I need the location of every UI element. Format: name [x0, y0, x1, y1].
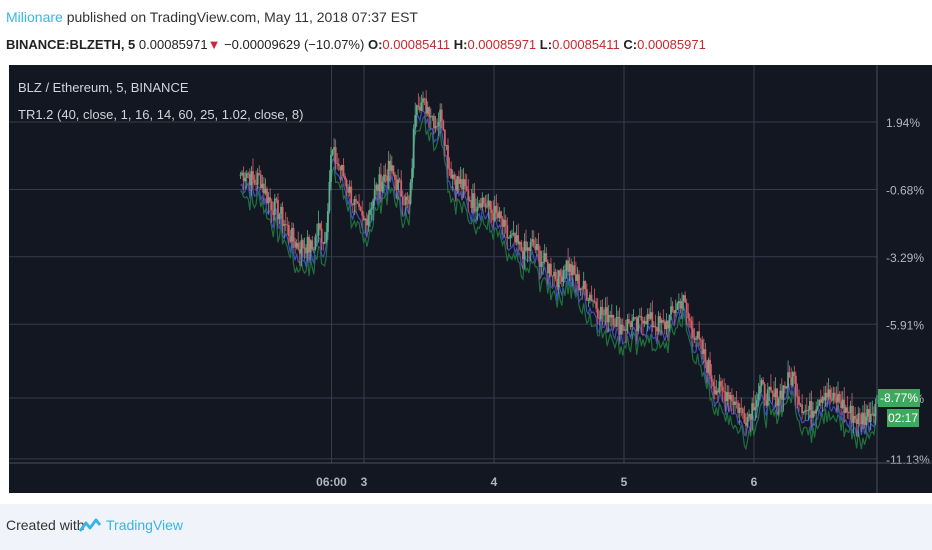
- chart-panel[interactable]: [9, 65, 932, 493]
- chart-title: BLZ / Ethereum, 5, BINANCE: [18, 80, 189, 95]
- close-value: 0.00085971: [637, 37, 706, 52]
- close-label: C:: [623, 37, 638, 52]
- low-label: L:: [539, 37, 553, 52]
- symbol-ohlc-line: BINANCE:BLZETH, 5 0.00085971▼ −0.0000962…: [6, 37, 706, 52]
- author-link[interactable]: Milionare: [6, 9, 63, 25]
- high-value: 0.00085971: [467, 37, 537, 52]
- tradingview-link[interactable]: TradingView: [106, 517, 184, 533]
- low-value: 0.00085411: [552, 37, 620, 52]
- published-text: published on TradingView.com, May 11, 20…: [62, 9, 418, 25]
- last-price: 0.00085971: [138, 37, 208, 52]
- open-value: 0.00085411: [382, 37, 451, 52]
- symbol-label: BINANCE:BLZETH, 5: [6, 37, 136, 52]
- footer: Created with TradingView: [0, 504, 932, 550]
- publish-info: Milionare published on TradingView.com, …: [6, 9, 418, 25]
- tradingview-logo-icon[interactable]: [78, 517, 102, 535]
- high-label: H:: [453, 37, 468, 52]
- publish-header: Milionare published on TradingView.com, …: [0, 0, 932, 62]
- down-arrow-icon: ▼: [207, 37, 221, 52]
- open-label: O:: [367, 37, 383, 52]
- price-change: −0.00009629 (−10.07%): [224, 37, 365, 52]
- created-with-label: Created with: [6, 517, 85, 533]
- indicator-label[interactable]: TR1.2 (40, close, 1, 16, 14, 60, 25, 1.0…: [18, 107, 304, 122]
